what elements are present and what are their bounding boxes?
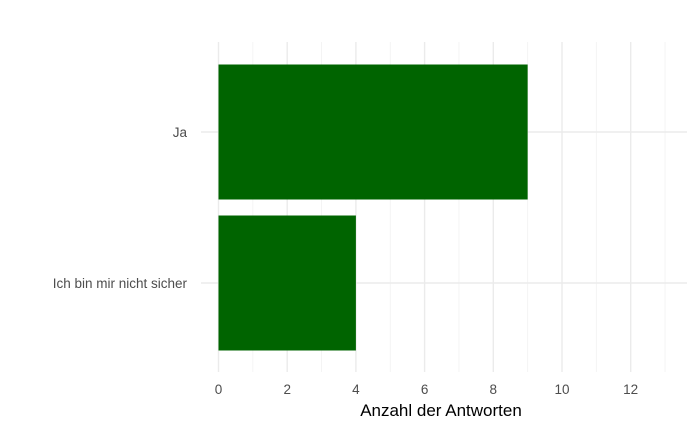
x-axis-title: Anzahl der Antworten — [360, 401, 522, 420]
bars — [218, 64, 528, 351]
x-tick-label: 8 — [490, 382, 498, 397]
y-tick-label: Ich bin mir nicht sicher — [53, 276, 188, 291]
y-tick-labels: Ja Ich bin mir nicht sicher — [53, 125, 188, 291]
y-tick-label: Ja — [173, 125, 188, 140]
x-tick-label: 12 — [623, 382, 638, 397]
x-tick-label: 0 — [215, 382, 223, 397]
x-tick-label: 6 — [421, 382, 429, 397]
x-tick-label: 10 — [554, 382, 569, 397]
x-tick-label: 4 — [352, 382, 360, 397]
x-tick-labels: 0 2 4 6 8 10 12 — [215, 382, 638, 397]
x-tick-label: 2 — [283, 382, 291, 397]
bar — [218, 215, 356, 351]
bar — [218, 64, 528, 200]
